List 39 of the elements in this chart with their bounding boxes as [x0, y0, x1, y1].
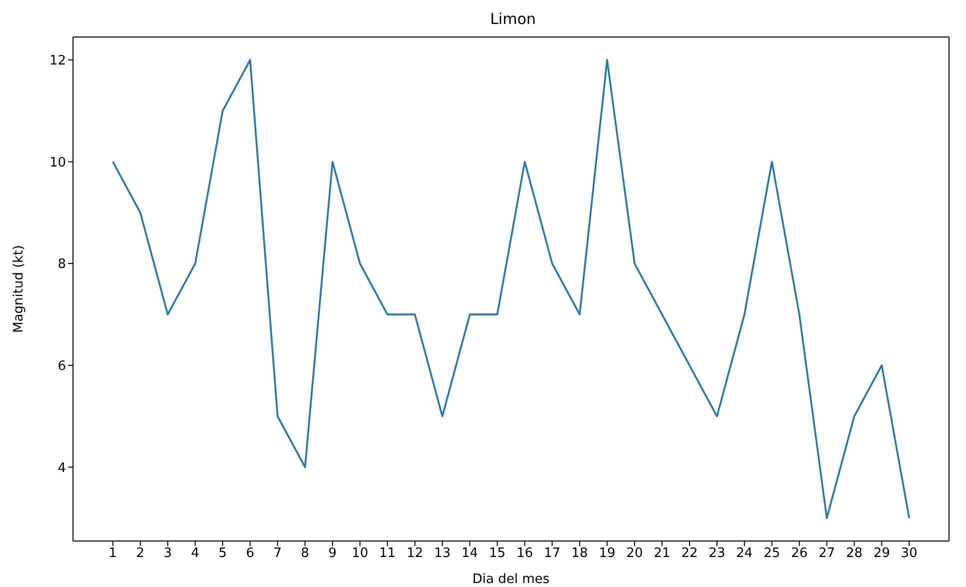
x-tick-label: 6	[246, 546, 254, 562]
x-tick-label: 16	[516, 546, 534, 562]
x-tick-label: 1	[108, 546, 117, 562]
x-tick-label: 12	[406, 546, 424, 562]
x-tick-label: 23	[708, 546, 726, 562]
chart-title: Limon	[489, 9, 537, 30]
x-tick-label: 27	[818, 546, 836, 562]
x-tick-label: 5	[218, 546, 227, 562]
x-tick-label: 29	[873, 546, 890, 562]
y-tick-label: 10	[49, 155, 66, 170]
x-tick-label: 26	[791, 546, 808, 562]
x-tick-label: 13	[434, 546, 451, 562]
x-axis-title: Dia del mes	[472, 572, 550, 587]
y-tick-label: 12	[49, 54, 66, 69]
y-tick-label: 8	[58, 257, 66, 272]
x-tick-label: 17	[544, 546, 560, 562]
x-tick-label: 19	[598, 546, 616, 562]
x-tick-label: 28	[846, 546, 863, 562]
x-tick-label: 14	[462, 546, 478, 562]
x-tick-label: 25	[764, 546, 780, 562]
y-tick-label: 4	[58, 460, 66, 476]
x-tick-label: 21	[654, 546, 670, 562]
x-tick-label: 2	[136, 546, 144, 562]
x-tick-label: 11	[379, 546, 396, 562]
line-series	[112, 59, 910, 519]
x-tick-label: 18	[571, 546, 588, 562]
y-axis-title: Magnitud (kt)	[12, 245, 27, 333]
x-tick-label: 3	[164, 546, 172, 562]
x-tick-label: 7	[273, 546, 282, 562]
x-tick-label: 8	[300, 546, 310, 562]
x-tick-label: 24	[736, 546, 753, 562]
x-tick-label: 10	[352, 546, 368, 562]
x-tick-label: 9	[328, 546, 337, 562]
y-tick-label: 6	[58, 358, 66, 374]
x-tick-label: 30	[900, 546, 918, 562]
x-tick-label: 20	[626, 546, 643, 562]
x-tick-label: 4	[191, 546, 200, 562]
x-tick-label: 22	[681, 546, 698, 562]
x-tick-label: 15	[488, 546, 506, 562]
